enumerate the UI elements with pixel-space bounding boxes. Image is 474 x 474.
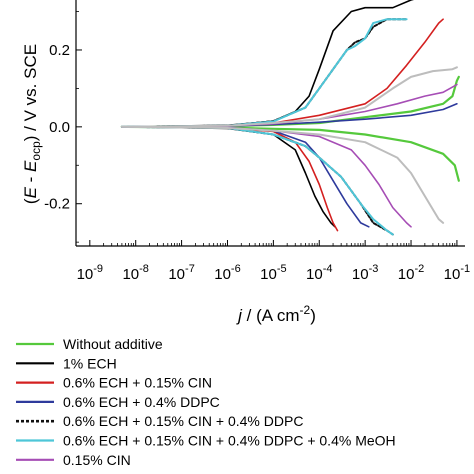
- series-0-cathodic-branch: [120, 125, 460, 182]
- series-7-anodic-branch: [120, 66, 458, 128]
- tick-labels: 10-9 10-8 10-7 10-6 10-5 10-4 10-3 10-2 10-1 0.2 0…: [44, 42, 470, 283]
- series-4-cathodic-branch: [120, 125, 394, 236]
- x-axis-title: j / (A cm-2): [236, 303, 316, 325]
- y-axis-title: (E - Eocp) / V vs. SCE: [21, 44, 43, 204]
- legend-label: 0.6% ECH + 0.15% CIN + 0.4% DDPC: [63, 413, 303, 429]
- legend: Without additive 1% ECH 0.6% ECH + 0.15% C…: [16, 336, 396, 468]
- series-7-cathodic-branch: [120, 125, 445, 224]
- legend-label: 0.6% ECH + 0.15% CIN: [63, 375, 212, 391]
- x-tick-label: 10-7: [168, 263, 194, 283]
- series-7: [120, 66, 458, 224]
- series-1: [121, 0, 415, 228]
- legend-label: 0.6% ECH + 0.15% CIN + 0.4% DDPC + 0.4% …: [63, 433, 396, 449]
- y-tick-label: 0.0: [49, 119, 70, 136]
- series-5-cathodic-branch: [120, 125, 394, 236]
- series-2-anodic-branch: [121, 18, 444, 128]
- series-0: [120, 75, 460, 182]
- series-5: [120, 18, 408, 236]
- y-tick-label: -0.2: [44, 196, 70, 213]
- x-tick-label: 10-9: [77, 263, 103, 283]
- x-tick-label: 10-8: [122, 263, 148, 283]
- x-tick-label: 10-3: [352, 263, 378, 283]
- x-tick-label: 10-4: [306, 263, 332, 283]
- series-5-anodic-branch: [120, 18, 408, 128]
- series-0-anodic-branch: [120, 75, 460, 128]
- legend-label: 1% ECH: [63, 355, 117, 371]
- series-4-anodic-branch: [120, 18, 408, 128]
- x-tick-label: 10-1: [444, 263, 470, 283]
- x-tick-label: 10-6: [214, 263, 240, 283]
- x-tick-label: 10-5: [260, 263, 286, 283]
- legend-label: 0.6% ECH + 0.4% DDPC: [63, 394, 220, 410]
- y-tick-label: 0.2: [49, 42, 70, 59]
- axes: [75, 0, 465, 247]
- legend-label: 0.15% CIN: [63, 452, 131, 468]
- x-tick-label: 10-2: [398, 263, 424, 283]
- legend-label: Without additive: [63, 336, 163, 352]
- series-group: [120, 0, 460, 236]
- series-6: [121, 83, 458, 228]
